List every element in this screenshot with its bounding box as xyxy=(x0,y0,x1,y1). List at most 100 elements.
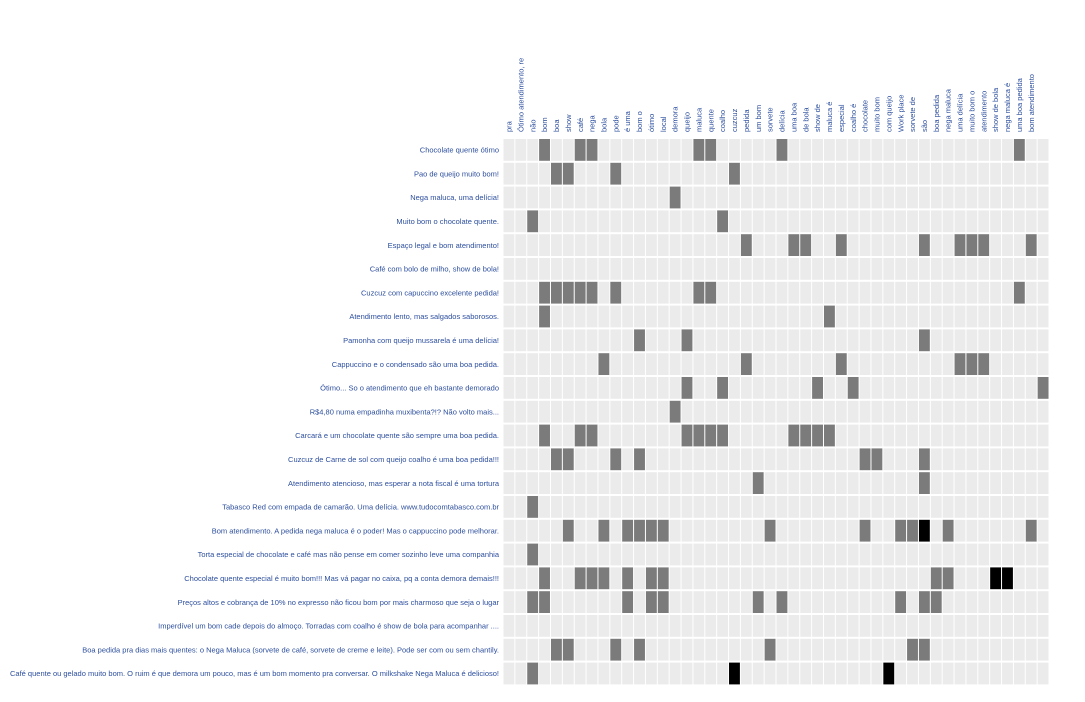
heatmap-cells xyxy=(503,139,1049,685)
heatmap-cell-empty xyxy=(705,591,717,613)
heatmap-cell-empty xyxy=(645,543,657,566)
heatmap-cell-empty xyxy=(669,234,681,256)
heatmap-cell-filled xyxy=(657,519,669,542)
heatmap-cell-empty xyxy=(681,472,693,494)
heatmap-cell-empty xyxy=(622,543,634,566)
column-label: pode xyxy=(611,115,620,132)
heatmap-cell-empty xyxy=(942,281,954,304)
heatmap-cell-empty xyxy=(800,496,812,518)
heatmap-cell-empty xyxy=(990,281,1002,304)
heatmap-cell-empty xyxy=(1013,472,1025,494)
heatmap-cell-empty xyxy=(693,258,705,280)
heatmap-cell-empty xyxy=(883,186,895,209)
heatmap-cell-empty xyxy=(550,567,562,590)
heatmap-cell-empty xyxy=(693,543,705,566)
heatmap-cell-empty xyxy=(812,329,823,352)
heatmap-cell-empty xyxy=(598,662,610,685)
heatmap-cell-empty xyxy=(705,305,717,328)
heatmap-cell-empty xyxy=(776,615,788,637)
column-label: local xyxy=(659,116,668,132)
heatmap-cell-empty xyxy=(717,638,729,661)
heatmap-cell-empty xyxy=(598,496,610,518)
heatmap-cell-empty xyxy=(669,567,681,590)
heatmap-cell-empty xyxy=(907,162,918,185)
heatmap-cell-empty xyxy=(729,519,740,542)
heatmap-cell-empty xyxy=(954,186,966,209)
heatmap-cell-empty xyxy=(527,519,539,542)
heatmap-cell-empty xyxy=(847,329,859,352)
heatmap-cell-empty xyxy=(800,162,812,185)
heatmap-cell-empty xyxy=(657,281,669,304)
heatmap-cell-empty xyxy=(622,424,634,447)
heatmap-cell-empty xyxy=(610,615,622,637)
heatmap-cell-empty xyxy=(752,162,764,185)
heatmap-cell-empty xyxy=(610,400,622,423)
heatmap-cell-empty xyxy=(859,496,871,518)
heatmap-cell-empty xyxy=(539,258,550,280)
heatmap-cell-empty xyxy=(752,353,764,375)
heatmap-cell-empty xyxy=(859,567,871,590)
heatmap-cell-empty xyxy=(823,281,835,304)
heatmap-cell-empty xyxy=(693,210,705,233)
heatmap-cell-empty xyxy=(645,139,657,161)
heatmap-cell-empty xyxy=(918,424,930,447)
heatmap-cell-empty xyxy=(1037,519,1049,542)
heatmap-cell-empty xyxy=(657,234,669,256)
heatmap-cell-empty xyxy=(764,472,776,494)
heatmap-cell-empty xyxy=(895,638,907,661)
heatmap-cell-empty xyxy=(1037,543,1049,566)
heatmap-cell-empty xyxy=(835,186,847,209)
heatmap-cell-empty xyxy=(740,186,752,209)
heatmap-cell-empty xyxy=(930,281,942,304)
heatmap-cell-empty xyxy=(1025,377,1037,399)
heatmap-cell-filled xyxy=(539,139,550,161)
heatmap-cell-filled xyxy=(1025,519,1037,542)
heatmap-cell-empty xyxy=(622,472,634,494)
heatmap-cell-empty xyxy=(669,591,681,613)
heatmap-cell-empty xyxy=(907,186,918,209)
heatmap-cell-filled xyxy=(550,162,562,185)
heatmap-cell-filled xyxy=(966,234,978,256)
row-label: Bom atendimento. A pedida nega maluca é … xyxy=(212,526,499,535)
heatmap-cell-empty xyxy=(859,329,871,352)
heatmap-cell-empty xyxy=(669,258,681,280)
heatmap-cell-empty xyxy=(645,258,657,280)
heatmap-cell-empty xyxy=(539,615,550,637)
heatmap-cell-empty xyxy=(752,281,764,304)
heatmap-cell-empty xyxy=(835,662,847,685)
column-label: sorvete de xyxy=(908,97,917,132)
heatmap-cell-empty xyxy=(740,305,752,328)
heatmap-cell-empty xyxy=(966,496,978,518)
heatmap-cell-empty xyxy=(847,353,859,375)
heatmap-cell-filled xyxy=(740,234,752,256)
heatmap-cell-empty xyxy=(740,162,752,185)
heatmap-cell-empty xyxy=(729,139,740,161)
heatmap-cell-empty xyxy=(954,329,966,352)
heatmap-cell-empty xyxy=(978,591,990,613)
heatmap-cell-empty xyxy=(1002,353,1013,375)
heatmap-cell-empty xyxy=(574,210,586,233)
heatmap-cell-empty xyxy=(598,591,610,613)
heatmap-cell-empty xyxy=(503,281,515,304)
heatmap-cell-filled xyxy=(978,353,990,375)
heatmap-cell-filled xyxy=(812,424,823,447)
heatmap-cell-empty xyxy=(883,615,895,637)
heatmap-cell-empty xyxy=(907,377,918,399)
heatmap-cell-empty xyxy=(705,400,717,423)
column-label: cuzcuz xyxy=(730,108,739,132)
column-label: não xyxy=(528,119,537,132)
heatmap-cell-empty xyxy=(764,496,776,518)
heatmap-cell-empty xyxy=(978,400,990,423)
heatmap-cell-empty xyxy=(966,519,978,542)
heatmap-cell-empty xyxy=(823,519,835,542)
heatmap-cell-empty xyxy=(1013,329,1025,352)
heatmap-cell-empty xyxy=(930,329,942,352)
heatmap-cell-empty xyxy=(634,210,645,233)
heatmap-cell-empty xyxy=(705,353,717,375)
heatmap-cell-empty xyxy=(1013,353,1025,375)
heatmap-cell-empty xyxy=(610,377,622,399)
heatmap-cell-empty xyxy=(515,472,527,494)
heatmap-cell-empty xyxy=(717,258,729,280)
heatmap-cell-empty xyxy=(847,448,859,471)
heatmap-cell-empty xyxy=(1037,162,1049,185)
